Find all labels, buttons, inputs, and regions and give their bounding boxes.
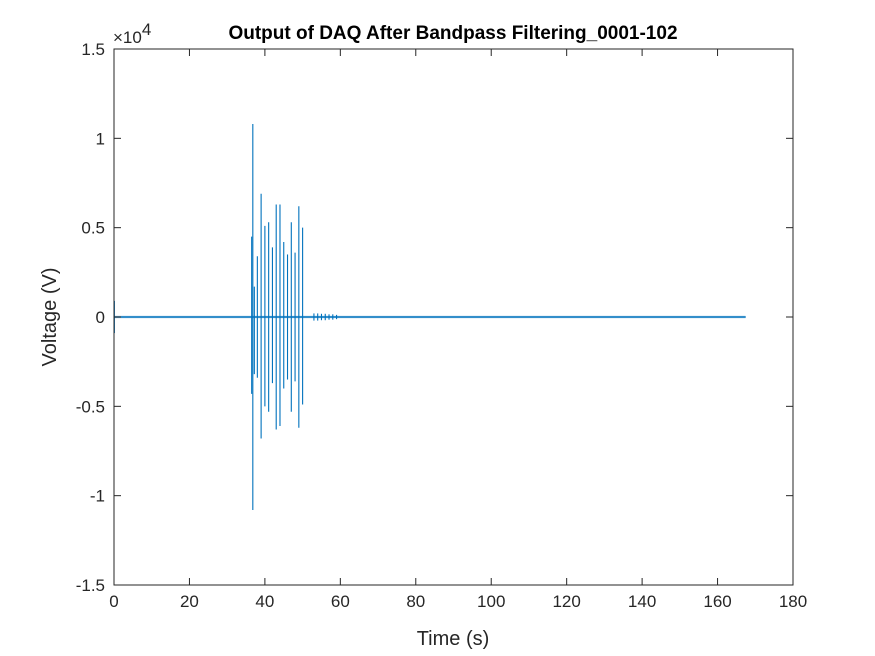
- y-tick-label: -1.5: [76, 576, 105, 595]
- plot-area: 0 20 40 60 80 100 120 140 160 180 -1.5 -1 -0.5 0 0.5 1…: [76, 40, 807, 611]
- x-tick-label: 0: [109, 592, 118, 611]
- y-tick-label: 0: [96, 308, 105, 327]
- y-tick-label: 1.5: [81, 40, 105, 59]
- y-tick-label: 1: [96, 129, 105, 148]
- chart-title: Output of DAQ After Bandpass Filtering_0…: [228, 23, 677, 44]
- x-tick-label: 80: [406, 592, 425, 611]
- x-tick-label: 180: [779, 592, 807, 611]
- y-tick-label: -0.5: [76, 397, 105, 416]
- x-tick-label: 60: [331, 592, 350, 611]
- y-exponent-power: 4: [142, 20, 151, 39]
- y-exponent-base: ×10: [113, 28, 142, 47]
- x-tick-label: 20: [180, 592, 199, 611]
- y-tick-label: 0.5: [81, 219, 105, 238]
- y-tick-label: -1: [90, 487, 105, 506]
- x-tick-label: 140: [628, 592, 656, 611]
- x-tick-label: 40: [255, 592, 274, 611]
- x-axis-label: Time (s): [417, 628, 490, 650]
- x-tick-label: 120: [552, 592, 580, 611]
- x-tick-label: 100: [477, 592, 505, 611]
- y-axis-label: Voltage (V): [39, 268, 61, 367]
- x-tick-label: 160: [703, 592, 731, 611]
